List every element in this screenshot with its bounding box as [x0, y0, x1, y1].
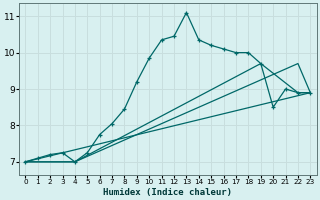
X-axis label: Humidex (Indice chaleur): Humidex (Indice chaleur) — [103, 188, 232, 197]
